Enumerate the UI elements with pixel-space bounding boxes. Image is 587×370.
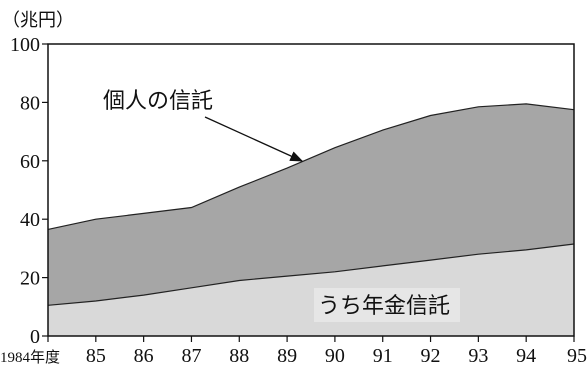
x-axis: 1984年度 85 86 87 88 89 90 91 92 93 94 95 <box>0 336 587 367</box>
y-tick-label-100: 100 <box>10 34 40 56</box>
x-tick-label-7: 91 <box>373 345 393 367</box>
y-axis-unit-label: （兆円） <box>2 10 74 31</box>
y-tick-label-20: 20 <box>20 268 40 290</box>
annotation-arrow <box>204 116 304 162</box>
line-series-0 <box>47 103 575 230</box>
x-tick-label-0: 1984年度 <box>0 349 60 366</box>
x-tick-label-5: 89 <box>277 345 297 367</box>
x-tick-label-2: 86 <box>134 345 154 367</box>
x-tick-label-1: 85 <box>86 345 106 367</box>
y-tick-label-80: 80 <box>20 92 40 114</box>
plot-frame <box>47 43 575 337</box>
x-tick-label-4: 88 <box>229 345 249 367</box>
x-tick-label-10: 94 <box>516 345 536 367</box>
line-series-1 <box>47 243 575 306</box>
y-tick-label-0: 0 <box>30 326 40 348</box>
x-tick-label-11: 95 <box>567 345 587 367</box>
y-axis: 0 20 40 60 80 100 <box>10 34 48 348</box>
annotation-pension-box <box>314 288 460 322</box>
x-tick-label-9: 93 <box>468 345 488 367</box>
y-tick-label-40: 40 <box>20 209 40 231</box>
series-lines <box>47 103 575 306</box>
x-tick-label-3: 87 <box>181 345 201 367</box>
y-tick-label-60: 60 <box>20 151 40 173</box>
x-tick-label-8: 92 <box>421 345 441 367</box>
annotation-pension-trust: うち年金信託 <box>318 294 450 319</box>
annotation-personal-trust: 個人の信託 <box>103 89 213 114</box>
x-tick-label-6: 90 <box>325 345 345 367</box>
